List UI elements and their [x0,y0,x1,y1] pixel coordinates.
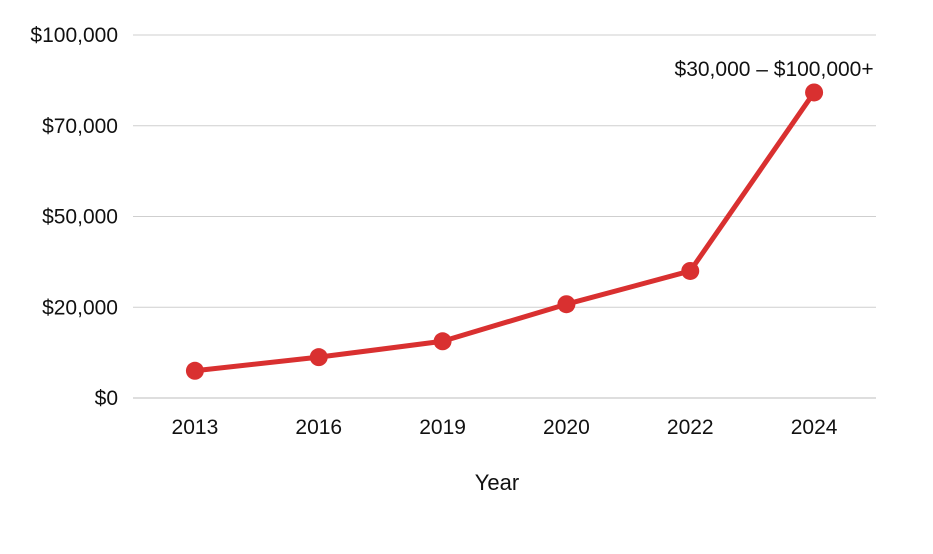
x-tick-label: 2020 [543,416,590,439]
data-point [681,261,700,280]
x-tick-label: 2024 [791,416,838,439]
x-tick-labels: 2013 2016 2019 2020 2022 2024 [172,416,838,439]
y-tick-label: $70,000 [42,115,118,138]
data-point [805,83,824,102]
y-tick-label: $100,000 [30,24,118,47]
y-tick-labels: $0 $20,000 $50,000 $70,000 $100,000 [30,24,118,410]
data-point [185,361,204,380]
data-point [557,295,576,314]
annotation-label: $30,000 – $100,000+ [675,58,874,81]
series-line [192,89,817,374]
y-tick-label: $50,000 [42,206,118,229]
x-axis-title: Year [475,470,519,495]
data-point [309,348,328,367]
data-points [185,83,824,380]
gridlines [133,34,876,399]
x-tick-label: 2019 [419,416,466,439]
x-tick-label: 2022 [667,416,714,439]
y-tick-label: $20,000 [42,296,118,319]
series-line-layer [192,89,817,374]
annotations: $30,000 – $100,000+ [675,58,874,81]
data-point [433,332,452,351]
x-tick-label: 2013 [172,416,219,439]
y-tick-label: $0 [95,387,118,410]
x-tick-label: 2016 [295,416,342,439]
